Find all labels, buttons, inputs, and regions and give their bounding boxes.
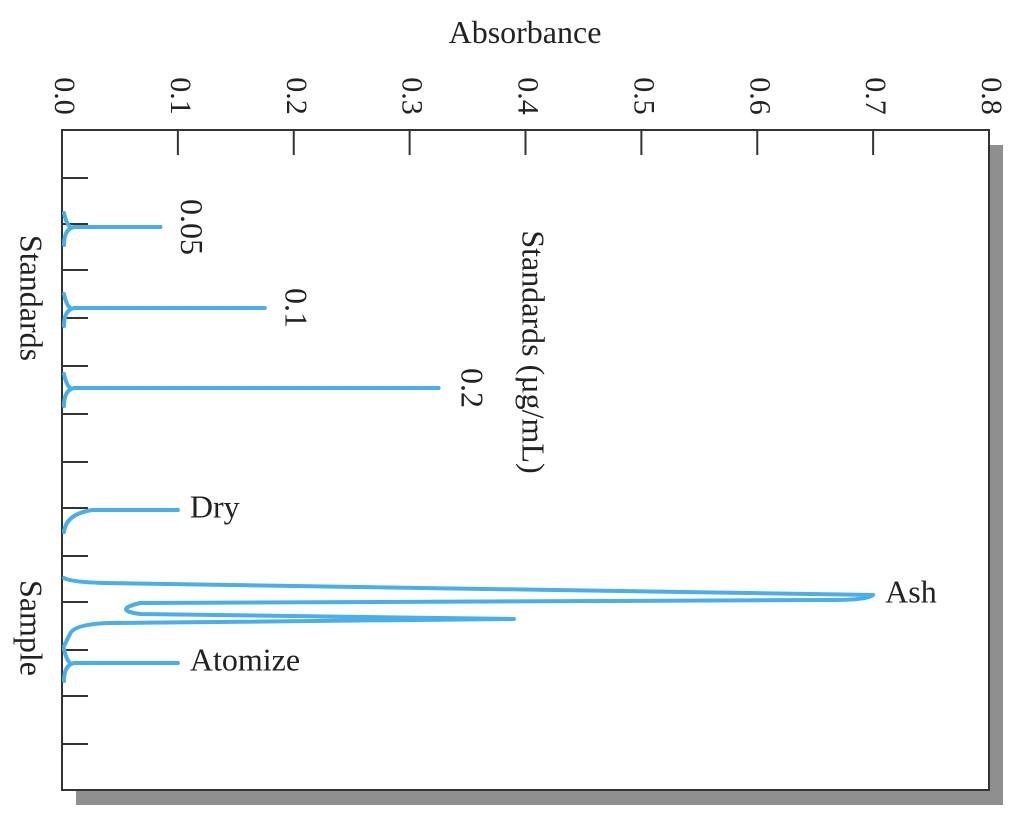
x-ticks: 0.0 0.1 0.2 0.3 0.4 0.5 0.6 0.7 0.8 <box>48 77 1008 155</box>
x-tick-label-6: 0.6 <box>743 77 776 115</box>
x-tick-label-1: 0.1 <box>164 77 197 115</box>
x-tick-label-8: 0.8 <box>975 77 1008 115</box>
traces <box>62 211 876 683</box>
peak-labels: 0.05 0.1 0.2 Dry Ash Atomize <box>174 199 937 677</box>
peak-label-0-2: 0.2 <box>454 368 490 408</box>
x-tick-label-0: 0.0 <box>48 77 81 115</box>
peak-trace-0-05 <box>62 211 163 247</box>
x-tick-label-3: 0.3 <box>396 77 429 115</box>
x-tick-label-7: 0.7 <box>859 77 892 115</box>
peak-trace-ash <box>62 576 876 648</box>
x-tick-label-5: 0.5 <box>627 77 660 115</box>
peak-label-0-1: 0.1 <box>278 288 314 328</box>
standards-legend-label: Standards (µg/mL) <box>516 230 552 473</box>
peak-trace-atomize <box>62 647 180 683</box>
plot-frame <box>61 129 990 791</box>
peak-trace-0-1 <box>62 292 267 328</box>
x-axis-title: Absorbance <box>449 14 602 50</box>
peak-label-ash: Ash <box>885 573 937 609</box>
peak-label-0-05: 0.05 <box>174 199 210 255</box>
group-label-standards: Standards <box>14 235 50 361</box>
y-ticks <box>62 177 88 745</box>
x-tick-label-4: 0.4 <box>512 77 545 115</box>
peak-label-dry: Dry <box>190 488 240 524</box>
peak-label-atomize: Atomize <box>190 641 300 677</box>
x-tick-label-2: 0.2 <box>280 77 313 115</box>
peak-trace-0-2 <box>62 372 441 408</box>
group-label-sample: Sample <box>14 580 50 676</box>
peak-trace-dry <box>62 508 180 534</box>
